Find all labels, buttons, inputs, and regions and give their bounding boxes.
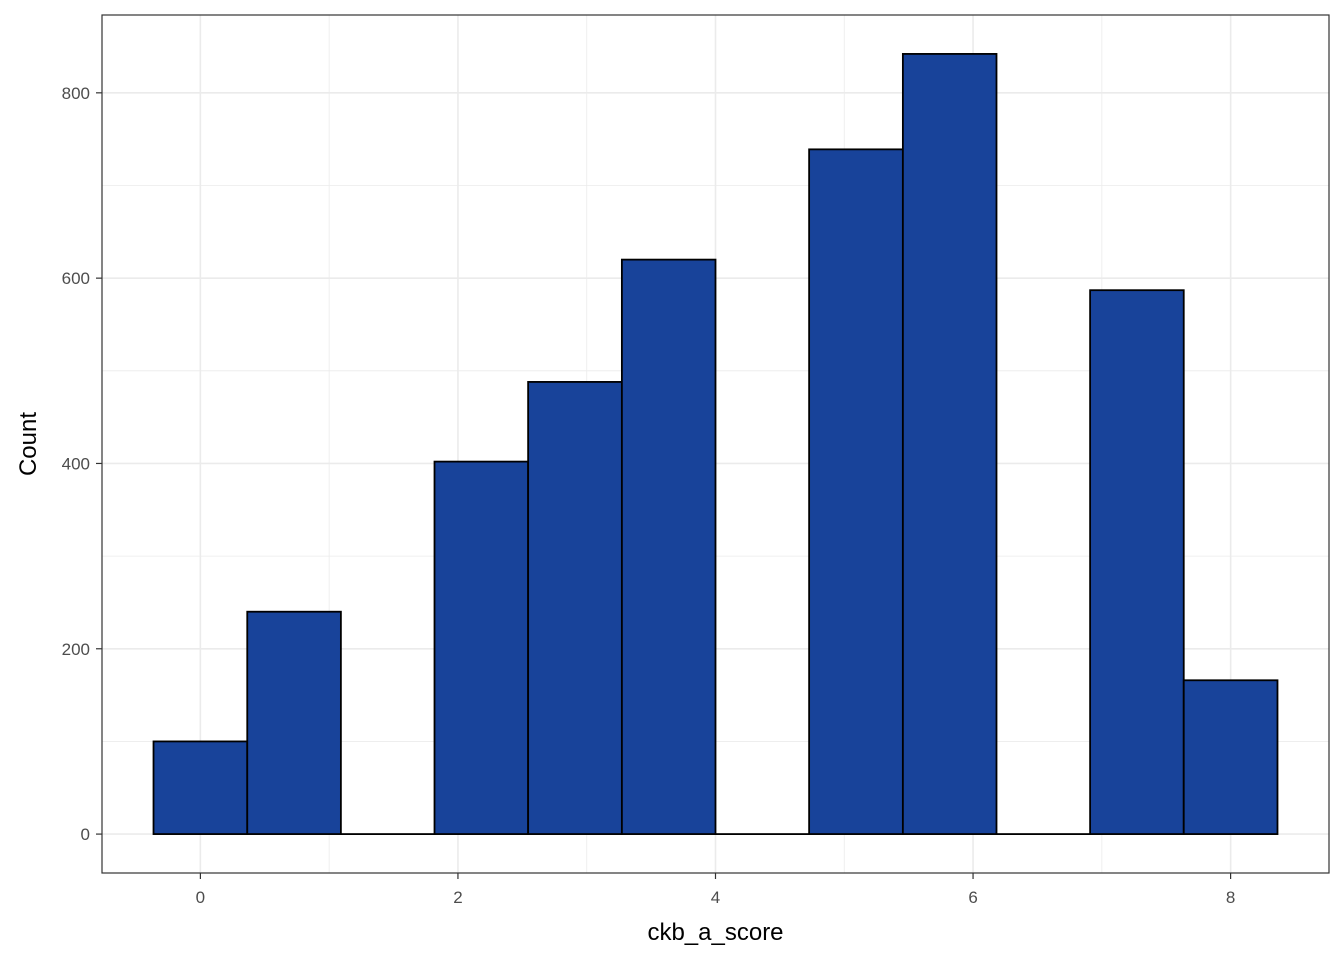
histogram-bar [620,258,717,835]
y-tick-label: 800 [62,84,90,103]
y-tick-label: 200 [62,640,90,659]
x-tick-label: 0 [196,888,205,907]
x-axis-ticks: 0 2 4 6 8 [196,873,1235,907]
y-tick-label: 400 [62,454,90,473]
histogram-bar [1182,679,1279,835]
y-axis-title: Count [15,412,42,476]
histogram-bar [1089,289,1185,835]
x-tick-label: 4 [711,888,720,907]
x-tick-label: 8 [1226,888,1235,907]
x-tick-label: 6 [968,888,977,907]
x-axis-title: ckb_a_score [647,919,783,946]
histogram-bar [527,381,623,835]
histogram-bar [901,53,998,835]
y-axis-ticks: 0 200 400 600 800 [62,84,102,844]
histogram-bar [808,148,904,835]
histogram-bar [152,740,249,835]
histogram-bar [246,610,342,835]
y-tick-label: 600 [62,269,90,288]
y-tick-label: 0 [81,825,90,844]
bars [152,53,1279,835]
histogram-bar [433,460,530,835]
x-tick-label: 2 [453,888,462,907]
